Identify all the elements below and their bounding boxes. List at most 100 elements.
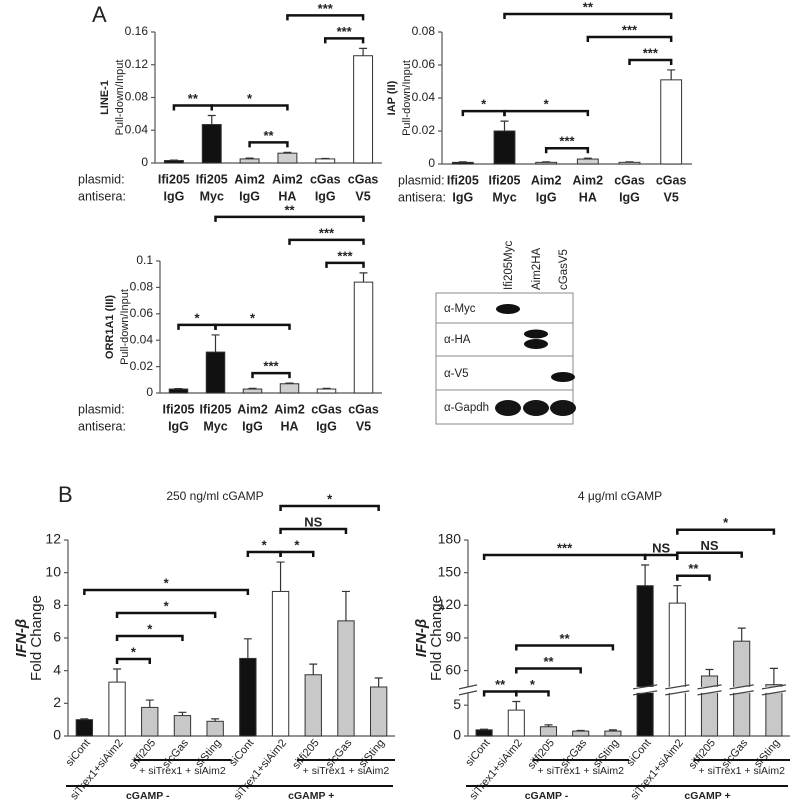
significance-bracket (115, 657, 151, 665)
y-tick-label: 0 (453, 727, 461, 743)
significance-bracket (503, 12, 673, 19)
significance-bracket (246, 550, 282, 558)
y-tick-label: 0.12 (125, 57, 149, 71)
blot-frame (435, 292, 574, 425)
bar (337, 620, 355, 737)
significance-label: ** (263, 128, 274, 143)
bar (239, 657, 257, 737)
significance-bracket (676, 528, 776, 535)
x-tick-label: cGas (310, 172, 341, 186)
antibody-label: α-V5 (444, 368, 469, 380)
significance-label: ** (284, 202, 295, 217)
row-label: antisera: (398, 190, 446, 204)
x-tick-label: Aim2 (272, 172, 303, 186)
x-tick-label: Aim2 (274, 402, 305, 416)
significance-label: NS (304, 514, 322, 529)
condition-label: cGAMP + (684, 790, 730, 802)
significance-bracket (177, 323, 217, 330)
y-tick-label: 5 (453, 696, 461, 712)
y-axis-label: IFN-β (13, 619, 30, 657)
axis-break (761, 684, 787, 696)
y-axis-label: IFN-β (413, 619, 430, 657)
y-tick-label: 0.06 (412, 57, 436, 71)
y-tick-label: 0.02 (412, 123, 436, 137)
x-tick-label: siCont (64, 737, 93, 769)
row-label: antisera: (78, 189, 126, 203)
y-tick-label: 0 (141, 155, 148, 169)
x-tick-label: V5 (355, 189, 370, 203)
significance-label: * (147, 621, 153, 636)
x-tick-label: Ifi205 (200, 402, 232, 416)
y-tick-label: 180 (438, 531, 462, 547)
error-bar (705, 668, 714, 676)
axis-break (458, 684, 478, 696)
error-bar (608, 729, 617, 732)
significance-label: NS (652, 540, 670, 555)
significance-bracket (248, 141, 289, 148)
x-tick-label: Ifi205 (196, 172, 228, 186)
significance-label: * (247, 91, 253, 106)
x-tick-label: IgG (316, 419, 337, 433)
panel-label: B (58, 482, 73, 507)
significance-label: * (164, 575, 170, 590)
bar (369, 686, 388, 737)
chart-title: 250 ng/ml cGAMP (166, 489, 263, 503)
significance-bracket (503, 109, 590, 117)
error-bar (500, 120, 509, 131)
band (524, 329, 548, 339)
significance-label: * (262, 537, 268, 552)
x-tick-label: Ifi205 (158, 172, 190, 186)
group-label: + siTrex1 + siAim2 (537, 765, 624, 777)
error-bar (374, 677, 383, 687)
significance-label: ** (188, 91, 199, 106)
significance-bracket (115, 634, 184, 642)
bar (700, 675, 719, 737)
y-tick-label: 2 (53, 694, 61, 710)
significance-bracket (172, 104, 213, 111)
antibody-label: α-HA (444, 334, 471, 346)
error-bar (207, 114, 216, 125)
significance-label: * (294, 537, 300, 552)
x-tick-label: IgG (168, 419, 189, 433)
bar (576, 158, 599, 165)
significance-label: * (250, 310, 256, 325)
x-tick-label: V5 (664, 190, 679, 204)
x-tick-label: IgG (536, 190, 557, 204)
bar (315, 158, 336, 164)
x-tick-label: siCont (227, 737, 256, 769)
x-tick-label: IgG (242, 419, 263, 433)
y-tick-label: 12 (45, 531, 61, 547)
x-tick-label: HA (280, 419, 298, 433)
significance-bracket (288, 238, 365, 245)
significance-bracket (643, 553, 679, 561)
axis-break (729, 684, 754, 696)
y-axis-label: ORR1A1 (III) (104, 295, 116, 360)
bar (535, 161, 558, 165)
y-tick-label: 0.16 (125, 24, 149, 38)
bar (353, 281, 374, 394)
error-bar (80, 718, 89, 720)
bar (75, 719, 94, 737)
x-tick-label: IgG (315, 189, 336, 203)
y-tick-label: 0.1 (136, 253, 153, 267)
x-tick-label: cGas (348, 172, 379, 186)
y-tick-label: 0.08 (125, 90, 149, 104)
row-label: plasmid: (398, 173, 445, 187)
error-bar (322, 387, 331, 390)
error-bar (673, 585, 682, 604)
y-tick-label: 0.04 (125, 122, 149, 136)
significance-bracket (214, 323, 291, 330)
y-tick-label: 0.06 (130, 306, 154, 320)
row-label: plasmid: (78, 402, 125, 416)
x-tick-label: Ifi205 (489, 173, 521, 187)
bar (353, 55, 374, 164)
row-label: plasmid: (78, 172, 125, 186)
bar (201, 124, 222, 164)
axis-break (460, 686, 476, 693)
y-axis-label: LINE-1 (99, 80, 111, 115)
bar (239, 158, 260, 164)
band (496, 304, 520, 314)
y-axis-label: Fold Change (28, 595, 45, 681)
axis-break (730, 686, 753, 693)
